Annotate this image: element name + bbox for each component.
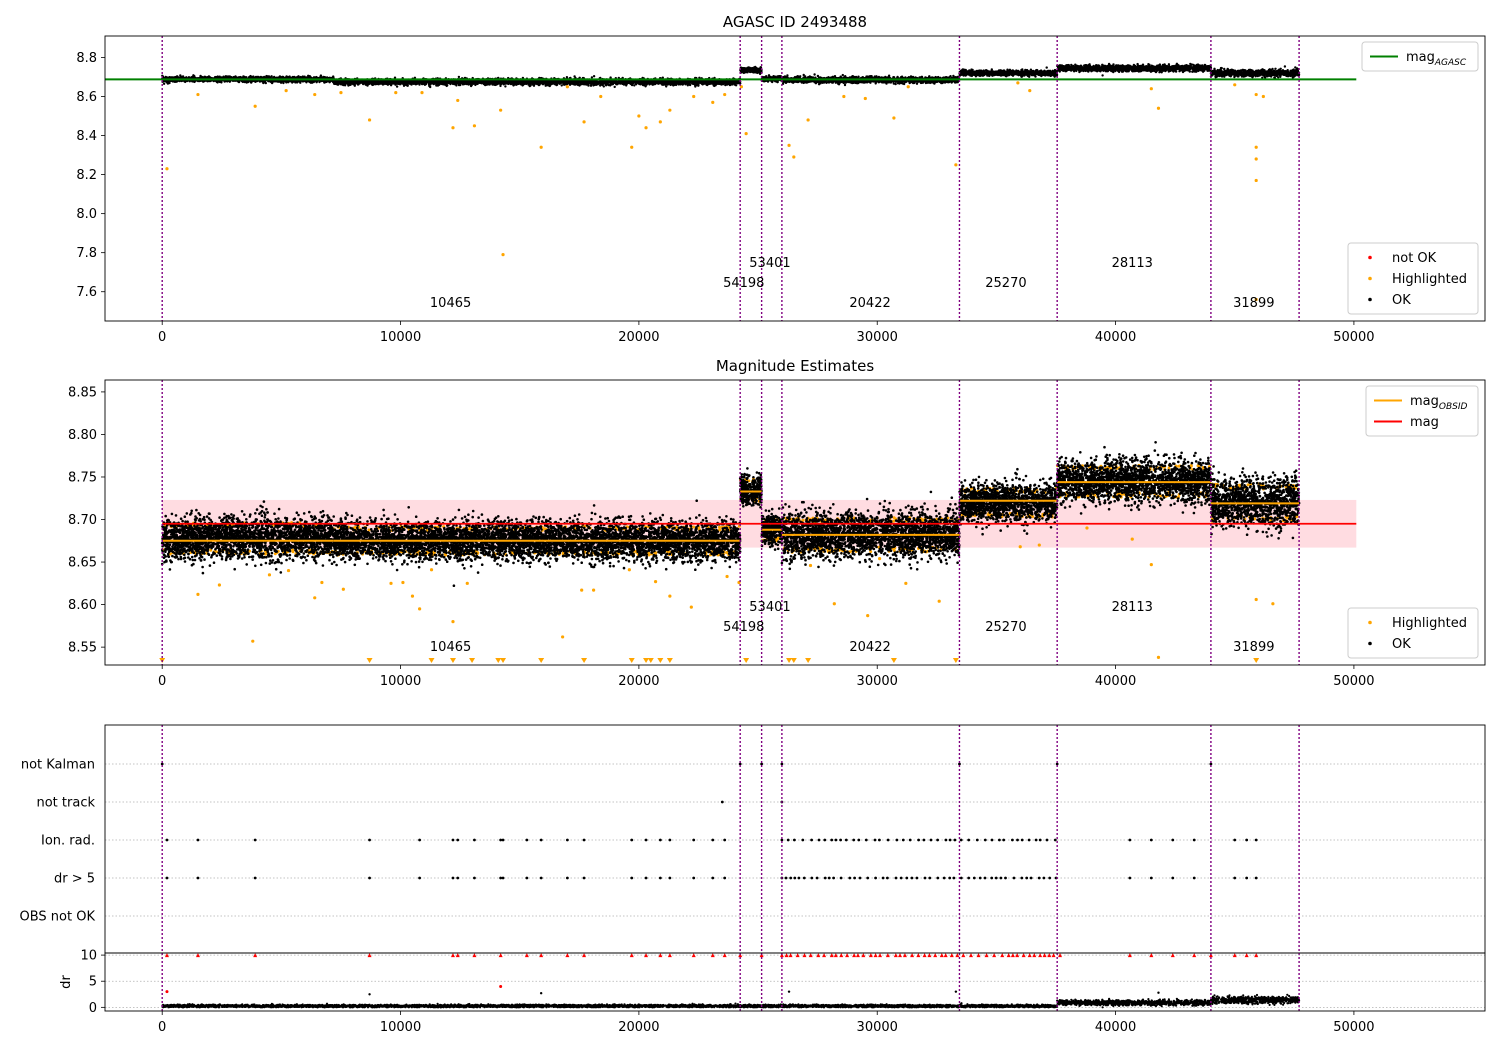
- ok-point: [395, 85, 399, 88]
- ok-point: [613, 85, 616, 89]
- ok-point: [694, 85, 697, 88]
- chart-title: AGASC ID 2493488: [723, 13, 867, 31]
- ok-point: [269, 80, 272, 84]
- ok-point: [555, 83, 558, 87]
- ok-point: [173, 76, 176, 79]
- ok-point: [204, 75, 207, 79]
- ok-point: [549, 83, 552, 86]
- ok-point: [171, 80, 175, 83]
- ok-point: [256, 75, 259, 79]
- ok-point: [308, 80, 312, 84]
- ok-point: [188, 80, 191, 83]
- ok-point: [674, 82, 678, 85]
- ok-point: [181, 75, 185, 78]
- ok-point: [455, 80, 458, 83]
- ok-point: [691, 82, 694, 85]
- ok-point: [423, 81, 426, 85]
- ok-point: [504, 85, 507, 88]
- ok-point: [215, 80, 218, 84]
- ok-point: [511, 81, 514, 85]
- ok-point: [671, 83, 674, 86]
- ok-point: [540, 81, 543, 85]
- ok-point: [544, 84, 547, 87]
- ok-point: [592, 75, 596, 78]
- ok-point: [318, 80, 321, 84]
- ok-point: [246, 80, 250, 84]
- ok-point: [219, 79, 223, 83]
- ok-point: [564, 82, 568, 85]
- ok-point: [162, 82, 166, 86]
- ok-point: [631, 82, 635, 85]
- ok-point: [321, 76, 325, 79]
- ok-point: [366, 82, 369, 86]
- ok-point: [267, 76, 271, 79]
- ok-point: [529, 84, 532, 87]
- ok-point: [403, 84, 406, 87]
- ok-point: [507, 81, 510, 84]
- ok-point: [270, 75, 273, 78]
- ok-point: [358, 82, 361, 85]
- ok-point: [165, 76, 169, 79]
- ok-point: [281, 75, 285, 79]
- ok-point: [418, 83, 421, 86]
- ok-point: [579, 80, 582, 83]
- ok-point: [270, 81, 274, 85]
- ok-point: [457, 75, 461, 79]
- ok-point: [435, 84, 438, 87]
- ok-point: [399, 83, 402, 86]
- ok-point: [575, 80, 579, 83]
- ok-point: [587, 81, 590, 84]
- ok-point: [245, 76, 248, 79]
- ok-point: [243, 80, 247, 84]
- plot-panel-agasc: AGASC ID 2493488 104655419853401204222527…: [76, 13, 1486, 345]
- ok-point: [381, 83, 385, 86]
- ok-point: [633, 84, 636, 87]
- ok-point: [222, 76, 225, 79]
- ok-point: [294, 81, 297, 84]
- ok-point: [207, 76, 211, 79]
- ok-point: [258, 80, 262, 83]
- ok-point: [377, 83, 380, 86]
- ok-point: [313, 76, 316, 79]
- ok-point: [309, 76, 313, 79]
- ok-point: [733, 83, 736, 86]
- ok-point: [237, 80, 241, 84]
- ok-point: [299, 81, 302, 84]
- ok-point: [697, 84, 700, 87]
- ok-point: [176, 75, 179, 78]
- ok-point: [173, 80, 177, 83]
- ok-point: [242, 75, 245, 78]
- ok-point: [620, 81, 623, 84]
- ok-point: [323, 76, 326, 79]
- ok-point: [560, 84, 563, 87]
- ok-point: [166, 82, 170, 85]
- ok-point: [713, 83, 717, 87]
- ok-point: [644, 80, 648, 83]
- ok-point: [301, 75, 304, 78]
- ok-points: [161, 62, 1301, 89]
- ok-point: [706, 83, 709, 87]
- ok-point: [590, 76, 594, 79]
- ok-point: [241, 80, 244, 83]
- ok-point: [726, 80, 730, 83]
- ok-point: [215, 76, 218, 79]
- ok-point: [305, 76, 309, 79]
- ok-point: [379, 81, 382, 84]
- ok-point: [324, 80, 327, 83]
- ok-point: [672, 80, 675, 83]
- ok-point: [662, 82, 665, 85]
